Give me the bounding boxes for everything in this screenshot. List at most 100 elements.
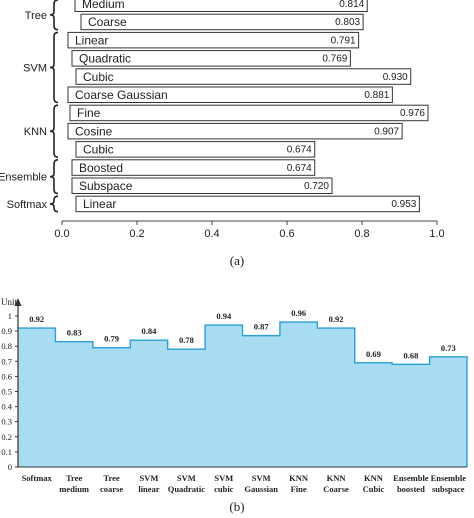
group-brace xyxy=(49,31,59,104)
bar-value-label: 0.976 xyxy=(400,108,425,119)
y-axis-title: Unit xyxy=(1,297,18,307)
data-label: 0.84 xyxy=(142,326,158,336)
bar-category-label: Subspace xyxy=(79,179,133,193)
x-tick-label: SVM xyxy=(177,473,196,483)
bar-9 xyxy=(71,159,316,176)
y-tick-label: 0.5 xyxy=(1,387,12,397)
y-tick-label: 0.1 xyxy=(1,447,12,457)
x-tick-label: subspace xyxy=(432,484,465,494)
y-tick-label: 0 xyxy=(8,462,12,472)
bar-value-label: 0.930 xyxy=(383,72,408,83)
bar-value-label: 0.881 xyxy=(364,90,389,101)
y-tick-label: 0.6 xyxy=(1,371,12,381)
x-tick-label: Ensemble xyxy=(431,473,467,483)
data-label: 0.79 xyxy=(104,334,119,344)
x-tick-label: 0.0 xyxy=(54,228,69,240)
x-tick-label: Gaussian xyxy=(244,484,278,494)
y-tick-label: 0.7 xyxy=(1,356,12,366)
data-label: 0.78 xyxy=(179,335,194,345)
caption-a: (a) xyxy=(230,253,244,268)
area-fill xyxy=(18,322,467,467)
bar-category-label: Boosted xyxy=(79,161,123,175)
bar-category-label: Cubic xyxy=(83,143,114,157)
group-brace xyxy=(49,0,59,31)
bar-category-label: Coarse xyxy=(88,15,127,29)
x-tick-label: 1.0 xyxy=(429,228,444,240)
bar-7 xyxy=(67,122,403,140)
y-tick-label: 0.4 xyxy=(1,402,12,412)
bar-value-label: 0.907 xyxy=(374,126,399,137)
x-tick-label: SVM xyxy=(214,473,233,483)
bar-5 xyxy=(67,86,393,103)
bar-10 xyxy=(71,177,333,194)
x-tick-label: Tree xyxy=(66,473,82,483)
x-tick-label: coarse xyxy=(100,484,123,494)
caption-b: (b) xyxy=(229,499,244,514)
data-label: 0.92 xyxy=(29,314,44,324)
data-label: 0.68 xyxy=(403,350,418,360)
x-tick-label: Coarse xyxy=(323,484,349,494)
group-label: SVM xyxy=(23,62,47,74)
x-tick-label: SVM xyxy=(252,473,271,483)
group-label: Tree xyxy=(25,10,47,22)
chart-a: Medium 0.814 Coarse 0.803 Linear 0.791 Quadrat… xyxy=(0,0,445,268)
bar-category-label: Medium xyxy=(82,0,125,11)
area-step-line xyxy=(18,321,468,467)
group-label: Softmax xyxy=(7,199,48,211)
data-label: 0.92 xyxy=(329,314,344,324)
x-tick-label: boosted xyxy=(397,484,425,494)
y-tick-label: 0.8 xyxy=(1,341,12,351)
x-tick-label: Quadratic xyxy=(168,484,206,494)
bar-category-label: Cubic xyxy=(83,70,114,84)
bar-11 xyxy=(75,195,420,213)
chart-b: Unit 0 0.1 0.2 0.3 0.4 0.5 0.6 0.7 0.8 0.9 1 0.92 Sof… xyxy=(1,297,468,514)
data-label: 0.69 xyxy=(366,349,381,359)
bar-4 xyxy=(75,68,412,85)
x-tick-label: medium xyxy=(59,484,89,494)
bar-category-label: Linear xyxy=(83,197,116,211)
bar-value-label: 0.720 xyxy=(304,181,329,192)
x-tick-label: KNN xyxy=(327,473,347,483)
group-brace xyxy=(49,159,59,195)
x-tick-label: 0.6 xyxy=(279,228,294,240)
x-tick-label: Softmax xyxy=(22,473,53,483)
data-label: 0.94 xyxy=(216,311,232,321)
x-tick-label: 0.4 xyxy=(204,228,219,240)
bar-category-label: Linear xyxy=(75,33,108,47)
bar-category-label: Cosine xyxy=(75,124,113,138)
x-tick-label: Ensemble xyxy=(393,473,429,483)
data-label: 0.83 xyxy=(67,328,82,338)
x-tick-label: SVM xyxy=(140,473,159,483)
bar-1 xyxy=(80,13,364,31)
x-tick-label: Cubic xyxy=(363,484,385,494)
data-label: 0.73 xyxy=(441,343,456,353)
x-tick-label: Fine xyxy=(291,484,307,494)
bar-value-label: 0.674 xyxy=(287,145,312,156)
group-label: KNN xyxy=(24,126,47,138)
bar-2 xyxy=(67,31,360,49)
bar-category-label: Coarse Gaussian xyxy=(75,88,168,102)
bar-value-label: 0.674 xyxy=(287,163,312,174)
x-tick-label: KNN xyxy=(289,473,309,483)
x-tick-label: 0.8 xyxy=(354,228,369,240)
x-tick-label: cubic xyxy=(214,484,234,494)
x-tick-label: linear xyxy=(138,484,159,494)
bar-value-label: 0.814 xyxy=(339,0,364,10)
x-tick-label: Tree xyxy=(103,473,119,483)
group-label: Ensemble xyxy=(0,172,47,184)
y-tick-label: 0.3 xyxy=(1,417,12,427)
group-brace xyxy=(49,104,59,158)
bar-value-label: 0.803 xyxy=(335,17,360,28)
data-label: 0.96 xyxy=(291,308,306,318)
data-label: 0.87 xyxy=(254,322,270,332)
bar-value-label: 0.769 xyxy=(322,54,347,65)
bar-category-label: Fine xyxy=(77,106,101,120)
bar-0 xyxy=(74,0,368,12)
x-tick-label: KNN xyxy=(364,473,384,483)
x-tick-label: 0.2 xyxy=(129,228,144,240)
bar-value-label: 0.953 xyxy=(391,199,416,210)
bar-3 xyxy=(71,50,351,67)
bar-value-label: 0.791 xyxy=(331,35,356,46)
y-axis-arrow xyxy=(14,298,22,306)
